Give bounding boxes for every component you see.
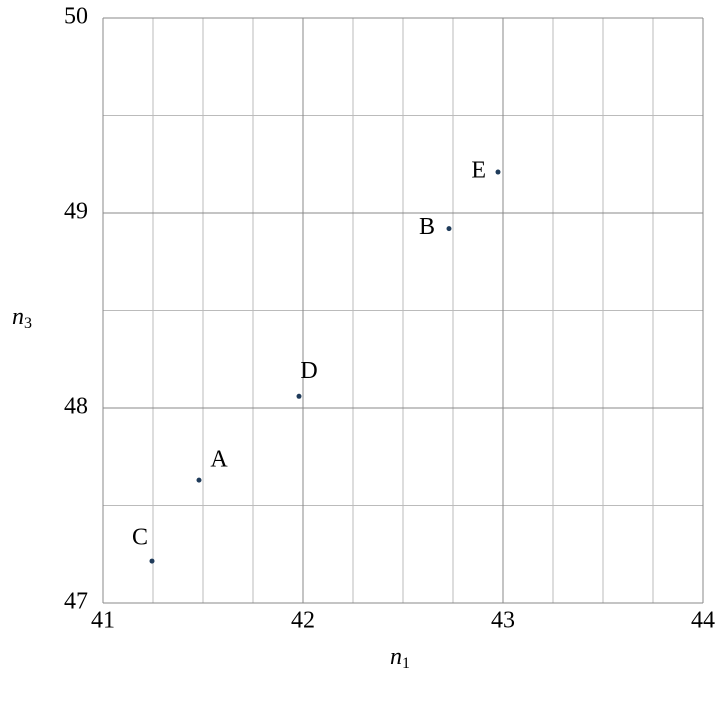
point <box>196 477 202 483</box>
y-tick-label: 47 <box>64 589 88 615</box>
point <box>296 393 302 399</box>
point-label: E <box>471 158 486 184</box>
y-label-base: n <box>12 304 24 330</box>
x-tick-label: 41 <box>91 608 115 634</box>
point-label: A <box>210 447 228 473</box>
point <box>446 226 452 232</box>
x-axis-label: n1 <box>390 644 410 672</box>
point <box>495 169 501 175</box>
x-label-sub: 1 <box>402 655 410 672</box>
point <box>149 558 155 564</box>
x-tick-label: 42 <box>291 608 315 634</box>
point-label: C <box>132 525 148 551</box>
x-label-base: n <box>390 644 402 670</box>
x-tick-label: 43 <box>491 608 515 634</box>
x-tick-label: 44 <box>691 608 715 634</box>
point-label: D <box>300 358 317 384</box>
y-tick-label: 50 <box>64 4 88 30</box>
point-label: B <box>419 214 435 240</box>
y-tick-label: 49 <box>64 199 88 225</box>
y-label-sub: 3 <box>24 315 32 332</box>
y-axis-label: n3 <box>12 304 32 332</box>
y-tick-label: 48 <box>64 394 88 420</box>
